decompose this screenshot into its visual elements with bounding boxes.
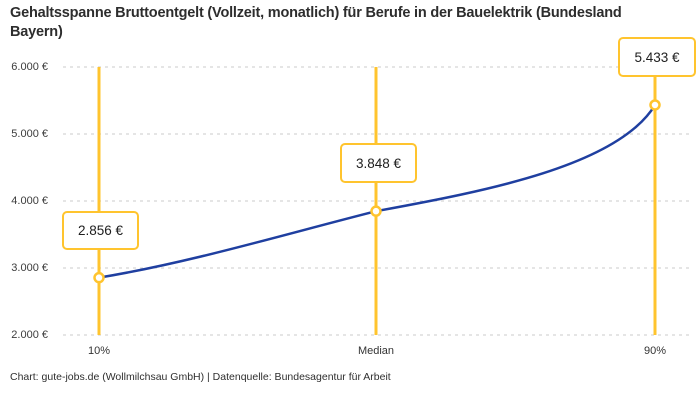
data-point-marker-90% (649, 99, 661, 111)
y-axis-tick-label-2000: 2.000 € (11, 329, 48, 341)
x-axis-tick-label-median: Median (357, 345, 395, 357)
x-axis-tick-label-90pct: 90% (643, 345, 667, 357)
x-axis-tick-label-10pct: 10% (87, 345, 111, 357)
value-label-box-10pct: 2.856 € (62, 211, 139, 250)
y-axis-tick-label-5000: 5.000 € (11, 128, 48, 140)
y-axis-tick-label-3000: 3.000 € (11, 262, 48, 274)
value-label-10pct: 2.856 € (77, 223, 124, 238)
value-label-median: 3.848 € (355, 155, 402, 171)
value-label-90pct: 5.433 € (634, 49, 680, 65)
chart-attribution: Chart: gute-jobs.de (Wollmilchsau GmbH) … (10, 371, 391, 383)
y-axis-tick-label-4000: 4.000 € (11, 195, 48, 207)
page-title: Gehaltsspanne Bruttoentgelt (Vollzeit, m… (10, 5, 622, 40)
data-point-marker-Median (370, 205, 382, 217)
value-label-box-median: 3.848 € (340, 143, 417, 183)
y-axis-tick-label-6000: 6.000 € (11, 61, 48, 73)
value-label-box-90pct: 5.433 € (618, 37, 696, 77)
data-point-marker-10% (93, 271, 105, 284)
